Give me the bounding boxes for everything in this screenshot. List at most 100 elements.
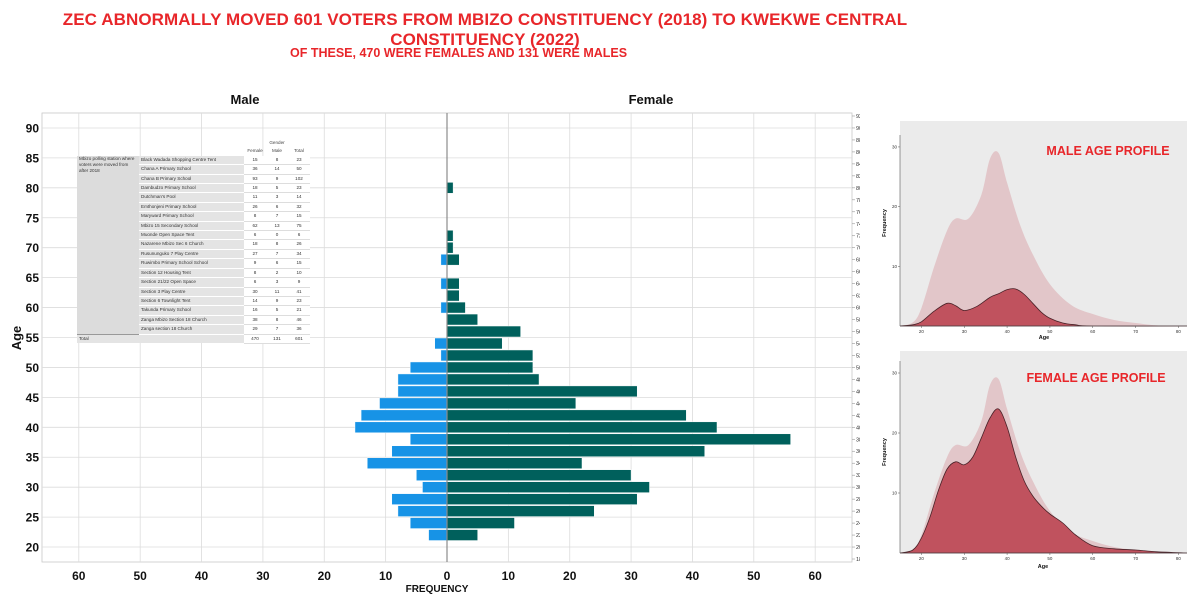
total-count: 10	[288, 268, 310, 279]
male-bar	[379, 397, 448, 410]
profile-x-tick: 20	[919, 329, 925, 334]
right-age-tick: 26	[856, 509, 860, 515]
table-row: Section 21/22 Open Space 6 3 9	[77, 277, 310, 288]
right-age-tick: 24	[856, 521, 860, 527]
female-count: 9	[244, 258, 266, 269]
total-count: 75	[288, 221, 310, 232]
female-bar	[446, 313, 478, 326]
female-bar	[446, 445, 705, 457]
male-count: 8	[266, 315, 288, 326]
x-tick-label: 30	[624, 569, 638, 583]
total-count: 21	[288, 305, 310, 316]
male-count: 9	[266, 296, 288, 307]
station-name: Dutchman's Pool	[139, 192, 244, 203]
male-count: 6	[266, 258, 288, 269]
x-tick-label: 20	[563, 569, 577, 583]
female-count: 6	[244, 277, 266, 288]
female-count: 8	[244, 268, 266, 279]
station-name: Chana B Primary School	[139, 174, 244, 185]
male-count: 9	[266, 174, 288, 185]
female-side-label: Female	[629, 92, 674, 107]
male-count: 13	[266, 221, 288, 232]
total-count: 34	[288, 249, 310, 260]
profile-x-tick: 80	[1176, 329, 1182, 334]
column-header-male: Male	[272, 148, 282, 154]
right-age-tick: 56	[856, 330, 860, 336]
female-count: 16	[244, 305, 266, 316]
station-name: Dambudzo Primary School	[139, 183, 244, 194]
male-bar	[416, 469, 448, 481]
total-count: 9	[288, 277, 310, 288]
x-tick-label: 50	[747, 569, 761, 583]
station-name: Takunda Primary School	[139, 305, 244, 316]
right-age-tick: 72	[856, 234, 860, 240]
x-axis-title: FREQUENCY	[406, 584, 469, 595]
total-count: 23	[288, 296, 310, 307]
right-age-tick: 58	[856, 318, 860, 324]
right-age-tick: 46	[856, 389, 860, 395]
female-bar	[446, 421, 718, 434]
y-tick-label: 60	[26, 301, 40, 315]
female-profile-y-title: Frequency	[882, 437, 888, 466]
table-row: Mbizo polling station where voters were …	[77, 155, 310, 335]
table-row: Mbizo 15 Secondary School 62 13 75	[77, 221, 310, 232]
table-row: Chana A Primary School 36 14 50	[77, 164, 310, 175]
female-bar	[446, 469, 632, 481]
right-age-tick: 28	[856, 497, 860, 503]
male-count: 0	[266, 230, 288, 241]
female-bar	[446, 385, 638, 398]
male-bar	[434, 337, 448, 350]
table-row: Emthonjeni Primary School 26 6 32	[77, 202, 310, 213]
station-name: Black Wadada Shopping Centre Tent	[139, 155, 244, 166]
table-row: Nazarene Mbizo Sec 6 Church 18 8 26	[77, 239, 310, 250]
subheadline: OF THESE, 470 WERE FEMALES AND 131 WERE …	[290, 46, 628, 60]
right-age-tick: 70	[856, 246, 860, 252]
foreground-density-area	[899, 288, 1188, 327]
right-age-tick: 48	[856, 377, 860, 383]
female-count: 62	[244, 221, 266, 232]
right-age-tick: 40	[856, 425, 860, 431]
y-tick-label: 55	[26, 331, 40, 345]
female-bar	[446, 529, 478, 541]
male-profile-y-title: Frequency	[882, 208, 888, 237]
total-label: Total	[77, 333, 244, 344]
x-tick-label: 30	[256, 569, 270, 583]
male-profile-x-title: Age	[1039, 335, 1049, 341]
female-count: 38	[244, 315, 266, 326]
female-count: 6	[244, 230, 266, 241]
male-count: 7	[266, 324, 288, 335]
station-name: Section 6 Townlight Tent	[139, 296, 244, 307]
male-bar	[440, 349, 448, 362]
right-age-tick: 60	[856, 306, 860, 312]
y-tick-label: 20	[26, 541, 40, 555]
profile-x-tick: 50	[1047, 556, 1053, 561]
male-count: 6	[266, 202, 288, 213]
grand-total-female: 470	[244, 333, 266, 344]
male-count: 7	[266, 211, 288, 222]
male-count: 2	[266, 268, 288, 279]
male-bar	[440, 277, 448, 290]
station-name: Section 21/22 Open Space	[139, 277, 244, 288]
y-tick-label: 25	[26, 511, 40, 525]
male-bar	[409, 361, 448, 374]
station-name: Zanga section 18 Church	[139, 324, 244, 335]
profile-x-tick: 80	[1176, 556, 1182, 561]
gender-group-header: Gender	[269, 140, 285, 145]
profile-y-tick: 20	[892, 431, 898, 436]
table-row: Chana B Primary School 93 9 102	[77, 174, 310, 185]
table-row: Ruwimbo Primary School School 9 6 15	[77, 258, 310, 269]
table-row: Maryward Primary School 8 7 15	[77, 211, 310, 222]
y-tick-label: 75	[26, 211, 40, 225]
right-age-tick: 88	[856, 138, 860, 144]
total-count: 36	[288, 324, 310, 335]
table-row: Section 12 Housing Tent 8 2 10	[77, 268, 310, 279]
profile-x-tick: 30	[962, 329, 968, 334]
male-bar	[397, 385, 448, 398]
right-age-tick: 20	[856, 545, 860, 551]
male-bar	[360, 409, 448, 422]
x-tick-label: 10	[502, 569, 516, 583]
female-bar	[446, 481, 650, 493]
profile-x-tick: 70	[1133, 329, 1139, 334]
male-count: 8	[266, 155, 288, 166]
